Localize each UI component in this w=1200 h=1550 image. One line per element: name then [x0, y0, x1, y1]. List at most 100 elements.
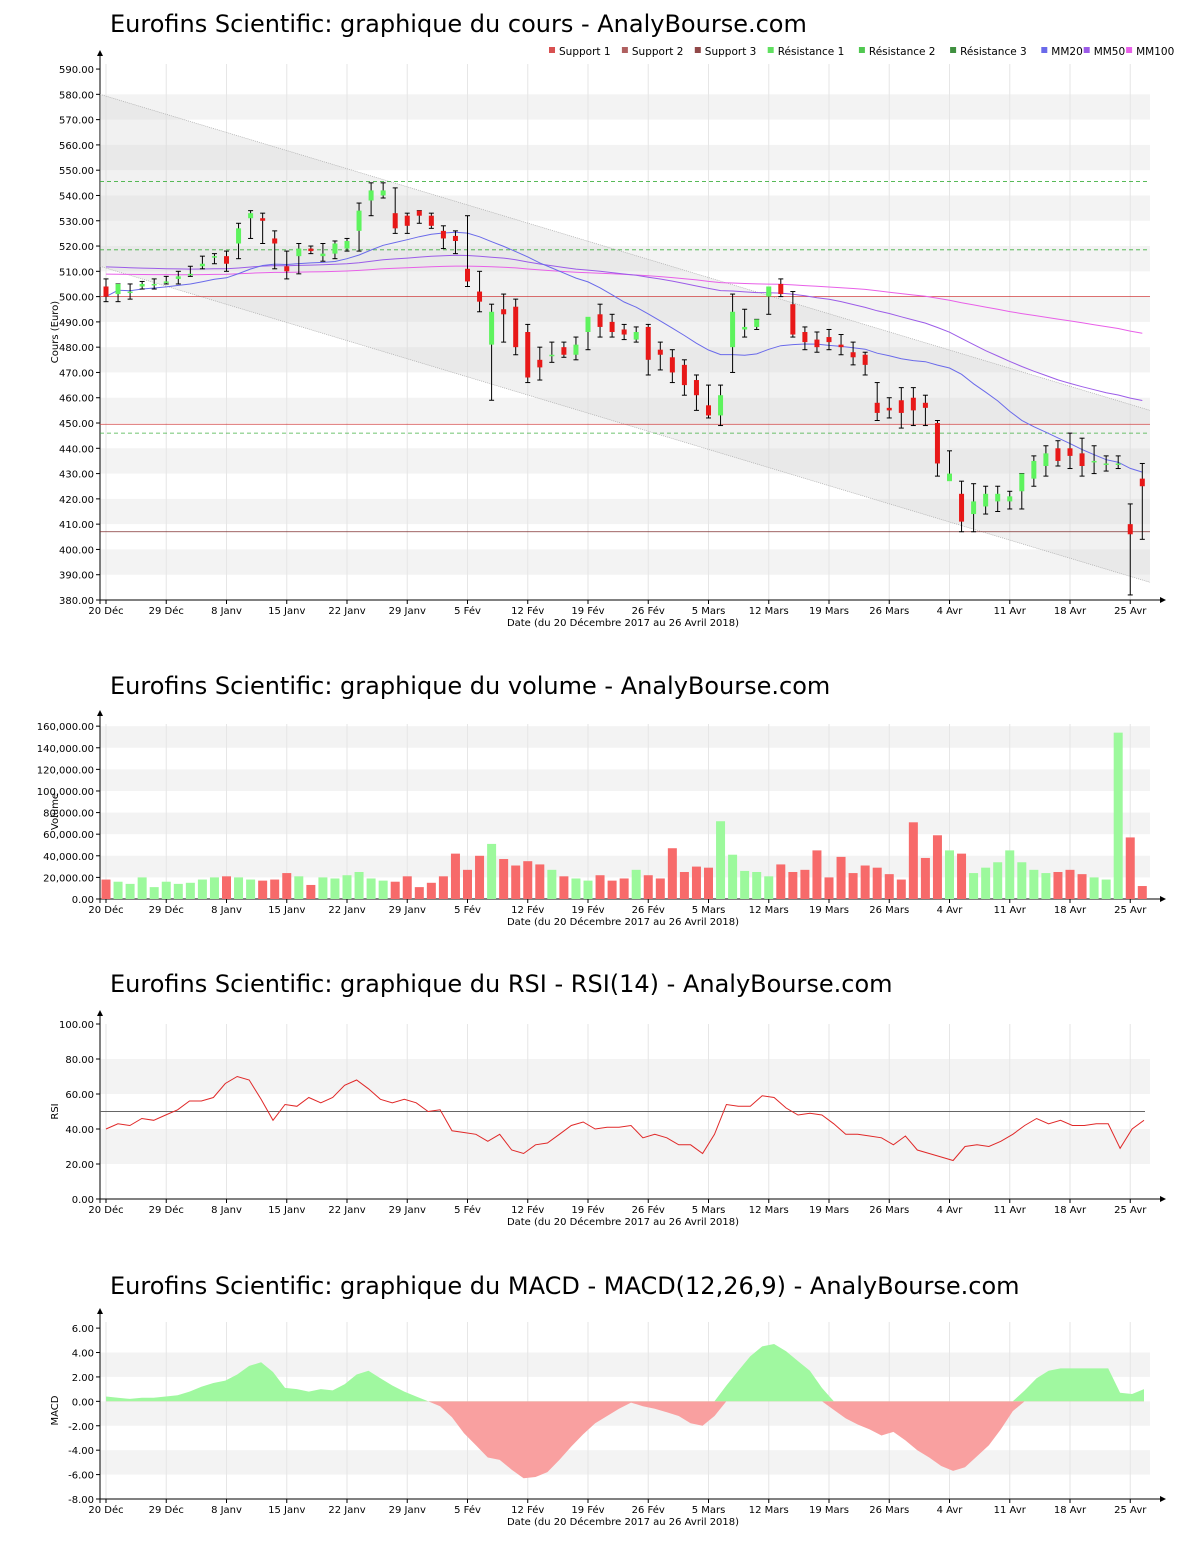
candle-body: [983, 493, 989, 507]
x-tick-label: 26 Mars: [869, 1205, 909, 1216]
candle-body: [103, 286, 109, 297]
candle-body: [898, 400, 904, 413]
candle-body: [549, 354, 555, 357]
candle-body: [669, 357, 675, 373]
volume-bar: [836, 856, 846, 899]
x-axis-arrow: [1160, 1196, 1166, 1202]
y-tick-label: 520.00: [59, 242, 94, 253]
volume-bar: [149, 887, 159, 899]
x-tick-label: 29 Janv: [389, 606, 426, 617]
x-tick-label: 11 Avr: [994, 606, 1027, 617]
y-tick-label: 410.00: [59, 520, 94, 531]
volume-bar: [523, 861, 533, 899]
x-tick-label: 29 Janv: [389, 1205, 426, 1216]
volume-bar: [354, 871, 364, 899]
candle-body: [175, 276, 181, 279]
candle-body: [151, 283, 157, 286]
candle-body: [766, 286, 772, 297]
y-tick-label: 20,000.00: [43, 873, 94, 884]
volume-bar: [1017, 862, 1027, 899]
y-tick-label: 440.00: [59, 444, 94, 455]
y-axis-arrow: [97, 1308, 103, 1314]
volume-bar: [860, 865, 870, 899]
volume-bar: [390, 881, 400, 899]
x-tick-label: 29 Janv: [389, 905, 426, 916]
volume-bar: [438, 876, 448, 899]
x-tick-label: 22 Janv: [328, 1205, 365, 1216]
plot-band: [100, 195, 1150, 221]
volume-bar: [607, 880, 617, 899]
y-tick-label: 470.00: [59, 368, 94, 379]
y-tick-label: 550.00: [59, 166, 94, 177]
legend-swatch: [767, 47, 774, 53]
y-tick-label: 160,000.00: [37, 722, 94, 733]
x-tick-label: 12 Fév: [511, 1204, 544, 1216]
x-tick-label: 5 Fév: [454, 1204, 481, 1216]
x-tick-label: 8 Janv: [211, 1205, 242, 1216]
plot-band: [100, 855, 1150, 878]
y-tick-label: 430.00: [59, 470, 94, 481]
volume-bar: [595, 875, 605, 899]
candle-body: [814, 339, 820, 348]
candle-body: [416, 210, 422, 216]
plot-band: [100, 769, 1150, 791]
volume-bar: [511, 865, 521, 899]
x-tick-label: 15 Janv: [268, 1505, 305, 1516]
x-tick-label: 5 Fév: [454, 904, 481, 916]
rsi-panel: Eurofins Scientific: graphique du RSI - …: [0, 960, 1200, 1240]
candle-body: [284, 266, 290, 272]
candle-body: [320, 253, 326, 257]
mm20-line: [105, 231, 1143, 473]
volume-bar: [619, 878, 629, 899]
volume-bar: [667, 848, 677, 899]
volume-bar: [1113, 732, 1123, 899]
candle-body: [368, 190, 374, 201]
volume-bars: [101, 732, 1147, 899]
plot-band: [100, 94, 1150, 120]
volume-bar: [776, 864, 786, 899]
volume-bar: [342, 875, 352, 899]
macd-panel: Eurofins Scientific: graphique du MACD -…: [0, 1260, 1200, 1550]
legend-label: Support 1: [559, 46, 611, 58]
volume-panel: Eurofins Scientific: graphique du volume…: [0, 660, 1200, 940]
x-tick-label: 29 Déc: [149, 1204, 184, 1216]
y-tick-label: -2.00: [68, 1422, 94, 1433]
candle-body: [778, 283, 784, 295]
volume-bar: [366, 878, 376, 899]
x-ticks: 20 Déc 29 Déc 8 Janv 15 Janv 22 Janv 29 Janv 5…: [88, 899, 1147, 916]
volume-bar: [896, 879, 906, 899]
x-tick-label: 12 Fév: [511, 1504, 544, 1516]
x-tick-label: 22 Janv: [328, 606, 365, 617]
y-axis-title: Volume: [50, 793, 61, 830]
candle-body: [850, 352, 856, 358]
plot-band: [100, 397, 1150, 424]
x-tick-label: 25 Avr: [1114, 905, 1147, 916]
candle-body: [971, 501, 977, 515]
x-tick-label: 5 Fév: [454, 605, 481, 617]
x-tick-label: 5 Mars: [692, 1505, 726, 1516]
y-ticks: -8.00 -6.00 -4.00 -2.00 0.00 2.00 4.00 6.00: [68, 1324, 100, 1506]
volume-bar: [704, 867, 713, 899]
candle-body: [910, 397, 916, 411]
x-tick-label: 5 Fév: [454, 1504, 481, 1516]
x-axis-title: Date (du 20 Décembre 2017 au 26 Avril 20…: [507, 1516, 739, 1528]
y-axis-arrow: [97, 50, 103, 56]
macd-negative-area: [106, 1401, 1144, 1479]
x-grid: [105, 64, 1131, 600]
volume-bar: [270, 879, 280, 899]
volume-bar: [932, 835, 942, 899]
volume-bar: [173, 883, 183, 899]
volume-bar: [945, 850, 954, 899]
candle-body: [489, 311, 495, 345]
plot-band: [100, 1059, 1150, 1094]
volume-bar: [679, 871, 689, 899]
x-tick-label: 22 Janv: [328, 1505, 365, 1516]
channel-fill: [100, 94, 1150, 583]
candle-body: [513, 306, 519, 348]
y-tick-label: 560.00: [59, 141, 94, 152]
candle-body: [838, 344, 844, 348]
candle-body: [718, 395, 724, 416]
volume-bar: [318, 877, 328, 899]
x-tick-label: 5 Mars: [692, 1205, 726, 1216]
x-tick-label: 26 Mars: [869, 905, 909, 916]
